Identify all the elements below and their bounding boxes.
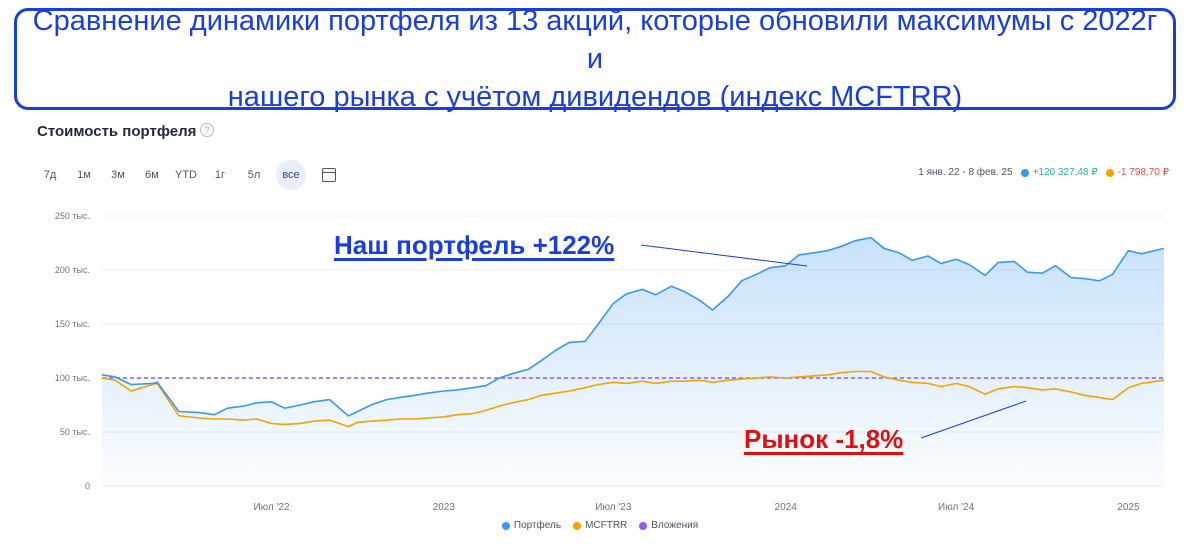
help-icon[interactable]: ? <box>200 123 214 137</box>
portfolio-value-title: Стоимость портфеля <box>37 123 197 140</box>
period-button-ytd[interactable]: YTD <box>175 169 197 181</box>
period-button-6m[interactable]: 6м <box>145 169 159 181</box>
x-tick-label: Июл '24 <box>938 502 975 513</box>
market-change: -1 798,70 ₽ <box>1117 167 1169 178</box>
legend-dot-icon <box>501 521 510 530</box>
mcftrr-line <box>101 370 1165 428</box>
period-button-5y[interactable]: 5л <box>247 169 261 181</box>
y-tick-label: 50 тыс. <box>60 427 90 437</box>
legend-dot-icon <box>639 521 648 530</box>
portfolio-annotation-pointer <box>640 244 808 267</box>
portfolio-dot-icon <box>1020 168 1029 177</box>
market-annotation: Рынок -1,8% <box>744 424 904 454</box>
period-button-3m[interactable]: 3м <box>111 169 125 181</box>
portfolio-area <box>102 237 1164 486</box>
x-tick-label: 2024 <box>775 502 798 513</box>
x-tick-label: Июл '22 <box>253 502 290 513</box>
period-button-1m[interactable]: 1м <box>77 169 91 181</box>
calendar-icon[interactable] <box>322 168 336 182</box>
y-tick-label: 0 <box>85 481 90 491</box>
y-tick-label: 200 тыс. <box>55 265 90 275</box>
x-tick-label: 2025 <box>1117 502 1140 513</box>
portfolio-change: +120 327,48 ₽ <box>1032 167 1098 178</box>
x-tick-label: 2023 <box>433 502 456 513</box>
market-annotation-pointer <box>920 400 1027 439</box>
legend-label-investments: Вложения <box>651 520 699 531</box>
title-banner: Сравнение динамики портфеля из 13 акций,… <box>14 5 1176 113</box>
period-selector: 7д 1м 3м 6м YTD 1г 5л все <box>38 160 336 190</box>
legend-item-portfolio[interactable]: Портфель <box>501 520 562 531</box>
legend-item-mcftrr[interactable]: MCFTRR <box>573 520 627 531</box>
y-tick-label: 100 тыс. <box>55 373 90 383</box>
portfolio-annotation: Наш портфель +122% <box>334 230 615 260</box>
x-tick-label: Июл '23 <box>595 502 632 513</box>
banner-title: Сравнение динамики портфеля из 13 акций,… <box>17 2 1173 116</box>
legend-item-investments[interactable]: Вложения <box>639 520 698 531</box>
date-range: 1 янв. 22 - 8 фев. 25 <box>918 167 1013 178</box>
portfolio-line <box>101 236 1165 417</box>
y-tick-label: 250 тыс. <box>55 211 90 221</box>
y-tick-label: 150 тыс. <box>55 319 90 329</box>
summary-bar: 1 янв. 22 - 8 фев. 25 +120 327,48 ₽ -1 7… <box>918 167 1169 178</box>
legend-label-portfolio: Портфель <box>513 520 562 531</box>
banner-line-1: Сравнение динамики портфеля из 13 акций,… <box>32 5 1158 75</box>
period-button-1y[interactable]: 1г <box>214 169 226 181</box>
legend-dot-icon <box>573 521 582 530</box>
chart-legend: Портфель MCFTRR Вложения <box>0 520 1200 531</box>
legend-label-mcftrr: MCFTRR <box>585 520 628 531</box>
period-button-7d[interactable]: 7д <box>43 169 57 181</box>
banner-line-2: нашего рынка с учётом дивидендов (индекс… <box>227 81 963 113</box>
market-dot-icon <box>1105 168 1114 177</box>
period-button-all[interactable]: все <box>276 160 306 190</box>
